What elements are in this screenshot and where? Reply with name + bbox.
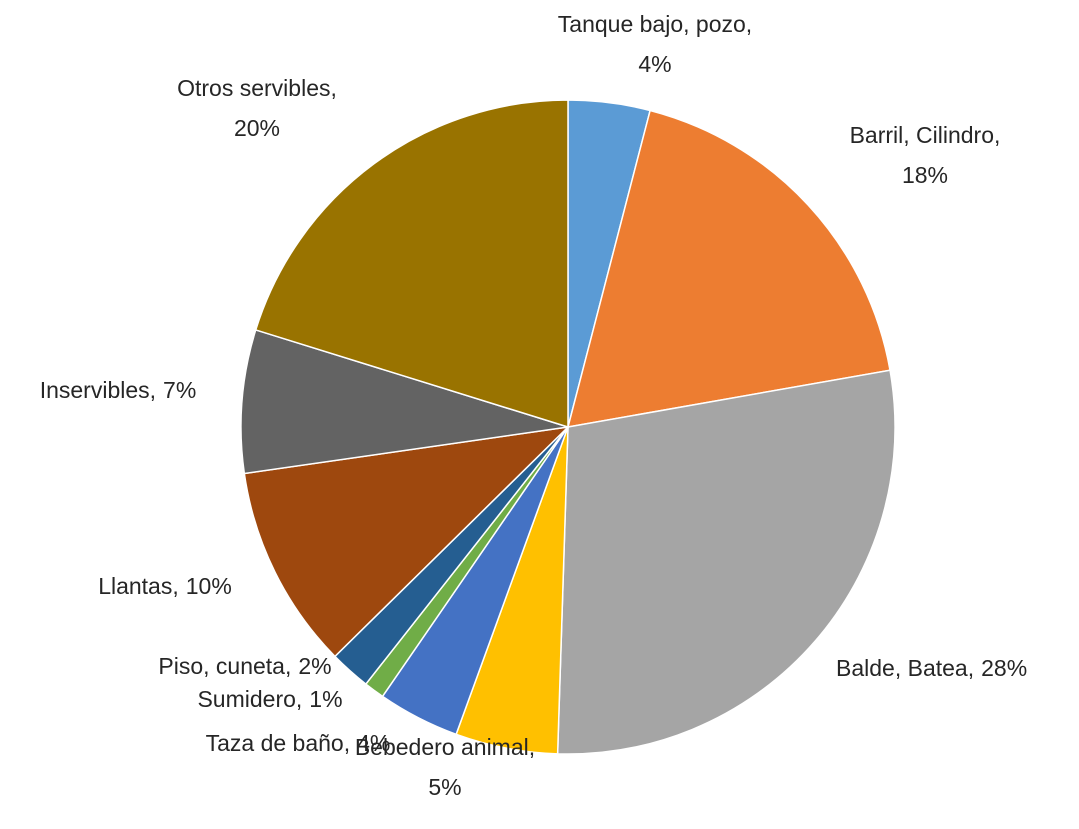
pie-slice <box>240 328 569 475</box>
value-label: 2% <box>298 653 331 679</box>
data-label: Llantas, 10% <box>98 573 232 599</box>
pie-slice <box>566 109 891 428</box>
category-label: Barril, Cilindro, <box>850 122 1001 148</box>
category-label: Bebedero animal, <box>355 734 535 760</box>
value-label: 4% <box>357 730 390 756</box>
value-label: 5% <box>428 774 461 800</box>
pie-slice <box>254 99 569 429</box>
data-label: Balde, Batea, 28% <box>836 655 1027 681</box>
data-label: Barril, Cilindro, 18% <box>850 122 1001 188</box>
category-label: Balde, Batea, <box>836 655 974 681</box>
data-label: Otros servibles, 20% <box>177 75 337 141</box>
pie-slice <box>556 369 896 755</box>
data-label: Inservibles, 7% <box>40 377 197 403</box>
data-label: Tanque bajo, pozo, 4% <box>558 11 752 77</box>
value-label: 18% <box>902 162 948 188</box>
category-label: Inservibles, <box>40 377 156 403</box>
value-label: 20% <box>234 115 280 141</box>
category-label: Piso, cuneta, <box>158 653 291 679</box>
data-label: Piso, cuneta, 2% <box>158 653 331 679</box>
category-label: Llantas, <box>98 573 179 599</box>
value-label: 28% <box>981 655 1027 681</box>
category-label: Tanque bajo, pozo, <box>558 11 752 37</box>
data-label: Taza de baño, 4% <box>206 730 391 756</box>
value-label: 1% <box>309 686 342 712</box>
category-label: Otros servibles, <box>177 75 337 101</box>
data-label: Sumidero, 1% <box>197 686 342 712</box>
value-label: 4% <box>638 51 671 77</box>
value-label: 10% <box>186 573 232 599</box>
pie-slice <box>243 425 571 658</box>
category-label: Sumidero, <box>197 686 302 712</box>
value-label: 7% <box>163 377 196 403</box>
data-label: Bebedero animal, 5% <box>355 734 535 800</box>
category-label: Taza de baño, <box>206 730 351 756</box>
